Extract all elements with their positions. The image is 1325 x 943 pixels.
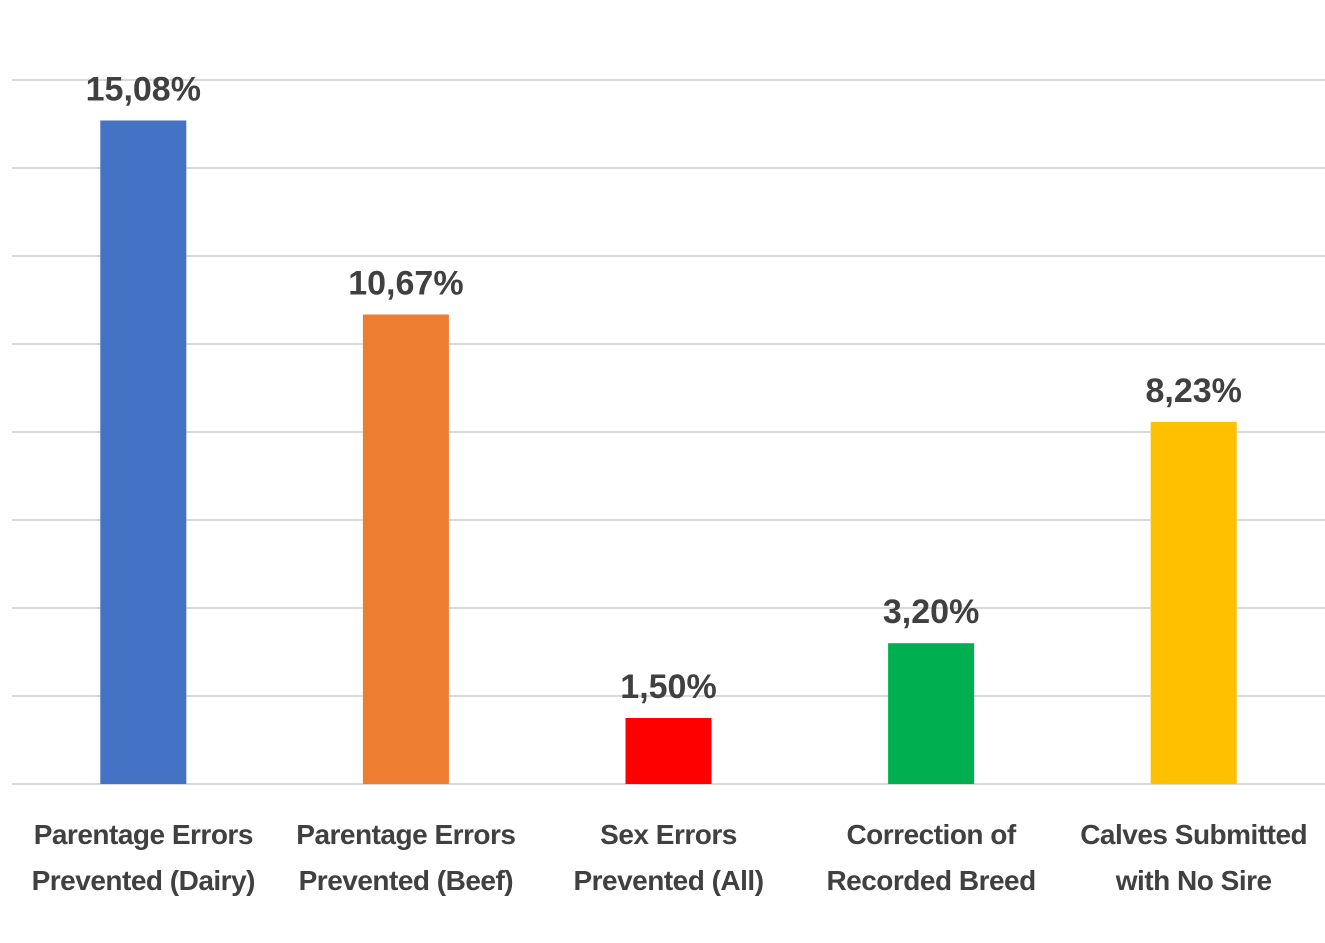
x-tick-label: Calves Submitted with No Sire xyxy=(1080,819,1308,896)
x-tick-label: Correction of Recorded Breed xyxy=(826,819,1036,896)
x-tick-label: Parentage Errors Prevented (Dairy) xyxy=(31,819,256,896)
x-tick-label: Sex Errors Prevented (All) xyxy=(573,819,764,896)
value-label: 10,67% xyxy=(348,265,463,303)
bar xyxy=(1150,421,1237,784)
value-label: 1,50% xyxy=(620,668,716,706)
x-tick-label: Parentage Errors Prevented (Beef) xyxy=(296,819,516,896)
bar xyxy=(625,718,712,784)
bar xyxy=(362,314,449,784)
value-label: 3,20% xyxy=(883,593,979,631)
bar xyxy=(100,120,187,785)
value-label: 8,23% xyxy=(1145,372,1241,410)
bar xyxy=(888,643,975,784)
value-label: 15,08% xyxy=(86,70,201,108)
